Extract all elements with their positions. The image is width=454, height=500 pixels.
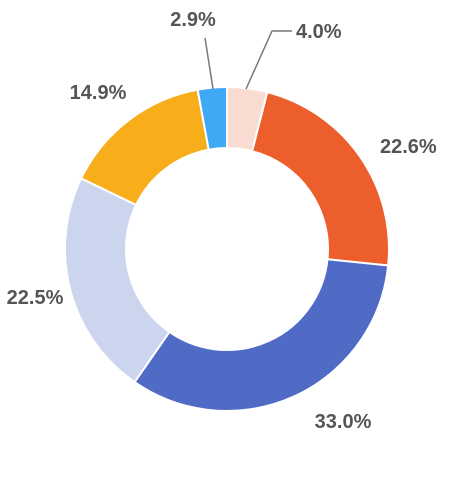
leader-line-6 (204, 37, 214, 90)
leader-line-1 (245, 30, 292, 90)
donut-slice-3 (133, 258, 390, 412)
slice-label-2: 22.6% (380, 136, 437, 158)
donut-slice-4 (64, 177, 171, 384)
slice-label-6: 2.9% (170, 9, 216, 31)
slice-labels: 4.0% 22.6% 33.0% 22.5% 14.9% 2.9% (7, 9, 437, 433)
leader-lines (204, 30, 292, 90)
donut-slice-2 (250, 90, 390, 267)
donut-slices (64, 85, 390, 412)
slice-label-1: 4.0% (296, 21, 342, 43)
slice-label-5: 14.9% (70, 82, 127, 104)
slice-label-3: 33.0% (315, 411, 372, 433)
donut-slice-6 (196, 85, 228, 151)
donut-slice-5 (79, 88, 210, 207)
slice-label-4: 22.5% (7, 287, 64, 309)
